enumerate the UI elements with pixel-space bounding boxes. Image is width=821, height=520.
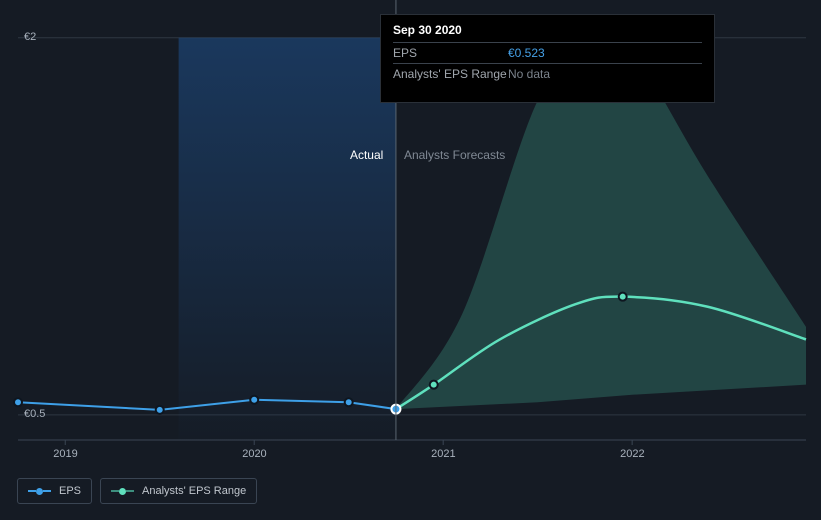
legend-item-label: Analysts' EPS Range xyxy=(142,485,246,497)
legend-swatch-icon xyxy=(111,488,134,495)
legend-item-label: EPS xyxy=(59,485,81,497)
tooltip-date: Sep 30 2020 xyxy=(393,23,702,37)
region-label-actual: Actual xyxy=(350,148,383,162)
legend-item-range[interactable]: Analysts' EPS Range xyxy=(100,478,257,504)
hover-tooltip: Sep 30 2020 EPS€0.523Analysts' EPS Range… xyxy=(380,14,715,103)
x-tick-label: 2022 xyxy=(620,448,644,460)
tooltip-row: EPS€0.523 xyxy=(393,42,702,63)
tooltip-row-value: No data xyxy=(508,67,702,81)
eps-chart: €0.5 €2 2019 2020 2021 2022 Actual Analysts … xyxy=(0,0,821,520)
x-tick-label: 2019 xyxy=(53,448,77,460)
legend-item-eps[interactable]: EPS xyxy=(17,478,92,504)
tooltip-row-value: €0.523 xyxy=(508,46,702,60)
legend-swatch-icon xyxy=(28,488,51,495)
x-tick-label: 2021 xyxy=(431,448,455,460)
y-tick-label: €2 xyxy=(24,31,36,43)
chart-legend: EPS Analysts' EPS Range xyxy=(17,478,257,504)
tooltip-row-label: Analysts' EPS Range xyxy=(393,67,508,81)
region-label-forecast: Analysts Forecasts xyxy=(404,148,505,162)
y-tick-label: €0.5 xyxy=(24,408,45,420)
tooltip-row-label: EPS xyxy=(393,46,508,60)
tooltip-row: Analysts' EPS RangeNo data xyxy=(393,63,702,84)
x-tick-label: 2020 xyxy=(242,448,266,460)
